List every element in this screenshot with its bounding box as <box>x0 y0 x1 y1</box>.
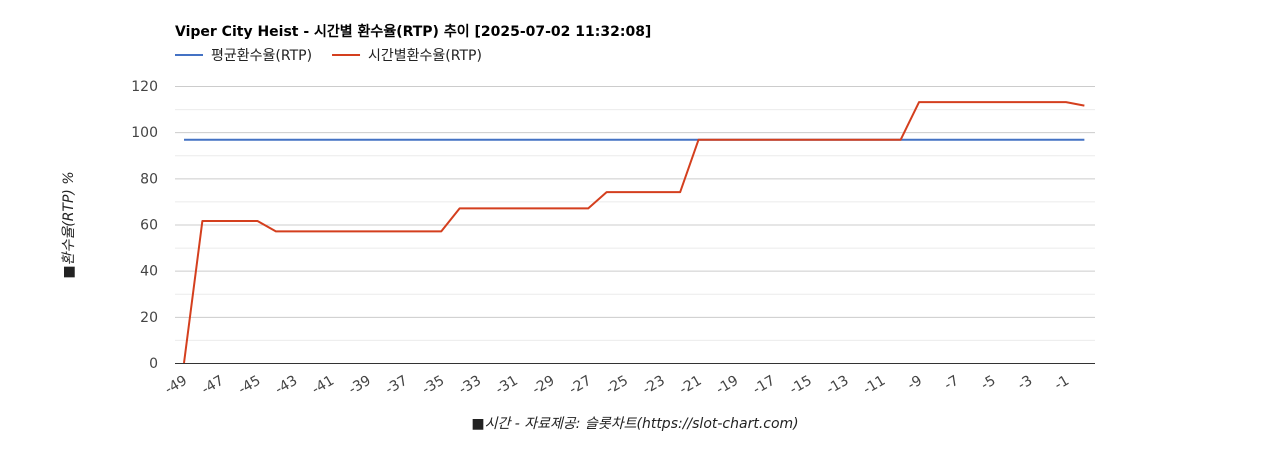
x-tick-label: -5 <box>978 373 998 394</box>
x-tick-label: -9 <box>905 373 925 394</box>
x-tick-label: -15 <box>787 373 815 398</box>
x-tick-label: -47 <box>199 373 227 398</box>
legend-label-1: 시간별환수율(RTP) <box>368 48 482 64</box>
x-tick-label: -7 <box>942 373 962 394</box>
series-line-1 <box>183 101 1085 364</box>
x-tick-label: -21 <box>677 373 705 398</box>
x-tick-label: -27 <box>566 373 594 398</box>
x-tick-label: -41 <box>309 373 337 398</box>
chart-title: Viper City Heist - 시간별 환수율(RTP) 추이 [2025… <box>175 23 651 40</box>
x-tick-label: -23 <box>640 373 668 398</box>
y-tick-label: 60 <box>140 218 158 234</box>
x-tick-label: -13 <box>824 373 852 398</box>
x-tick-label: -29 <box>530 373 558 398</box>
x-tick-label: -37 <box>383 373 411 398</box>
series-lines <box>183 101 1085 364</box>
legend: 평균환수율(RTP) 시간별환수율(RTP) <box>175 48 482 64</box>
x-axis-ticks: -49 -47 -45 -43 -41 -39 -37 -35 -33 -31 -29 -27 -25-… <box>162 373 1072 398</box>
x-tick-label: -33 <box>456 373 484 398</box>
y-axis-label: ■환수율(RTP) % <box>61 171 77 278</box>
x-tick-label: -43 <box>272 373 300 398</box>
x-tick-label: -45 <box>236 373 264 398</box>
x-tick-label: -3 <box>1015 373 1035 394</box>
x-tick-label: -17 <box>750 373 778 398</box>
x-tick-label: -25 <box>603 373 631 398</box>
y-axis-ticks: 0 20 40 60 80 100 120 <box>131 79 158 372</box>
legend-label-0: 평균환수율(RTP) <box>211 48 312 64</box>
y-tick-label: 0 <box>149 356 158 372</box>
x-tick-label: -19 <box>713 373 741 398</box>
y-tick-label: 120 <box>131 79 158 95</box>
x-tick-label: -31 <box>493 373 521 398</box>
grid <box>175 86 1095 341</box>
x-axis-label: ■시간 - 자료제공: 슬롯차트(https://slot-chart.com) <box>471 416 798 432</box>
x-tick-label: -39 <box>346 373 374 398</box>
x-tick-label: -11 <box>860 373 888 398</box>
y-tick-label: 80 <box>140 171 158 187</box>
y-tick-label: 100 <box>131 125 158 141</box>
x-tick-label: -1 <box>1052 373 1072 394</box>
x-tick-label: -35 <box>419 373 447 398</box>
y-tick-label: 40 <box>140 264 158 280</box>
y-tick-label: 20 <box>140 310 158 326</box>
x-tick-label: -49 <box>162 373 190 398</box>
